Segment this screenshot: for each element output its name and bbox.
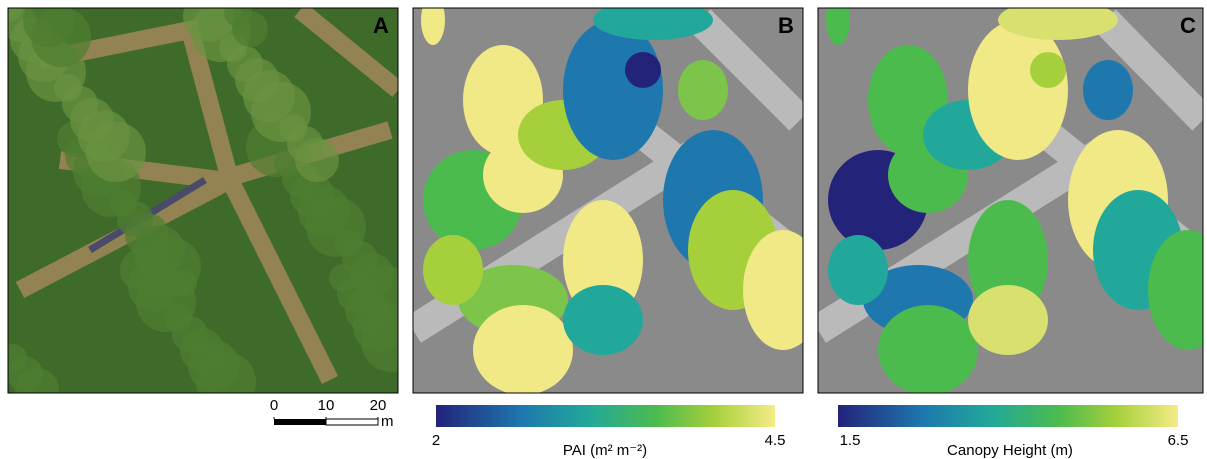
colorbar	[838, 405, 1178, 427]
panel-a-image	[8, 8, 398, 393]
crown	[743, 230, 803, 350]
tree-crown	[15, 368, 59, 393]
crown	[1030, 52, 1066, 88]
tree-crown	[232, 11, 268, 47]
panel-label: C	[1180, 13, 1196, 38]
tree-crown	[295, 138, 339, 182]
colorbar-max: 6.5	[1168, 432, 1189, 449]
crown	[968, 20, 1068, 160]
colorbar-min: 1.5	[840, 432, 861, 449]
scale-tick-label: 20	[370, 397, 387, 414]
crown	[1148, 230, 1203, 350]
panel-b-map	[413, 8, 803, 393]
crown	[828, 235, 888, 305]
panel-frame	[817, 7, 1204, 394]
panel-label: B	[778, 13, 794, 38]
panel-label: A	[373, 13, 389, 38]
crown	[1083, 60, 1133, 120]
scale-unit: m	[381, 413, 394, 430]
panel-c-map	[818, 8, 1203, 393]
colorbar-label: Canopy Height (m)	[947, 442, 1073, 459]
crown	[563, 20, 663, 160]
colorbar-max: 4.5	[765, 432, 786, 449]
tree-crown	[169, 269, 197, 297]
crown	[625, 52, 661, 88]
crown	[563, 285, 643, 355]
colorbar-min: 2	[432, 432, 440, 449]
crown	[421, 8, 445, 45]
colorbar-label: PAI (m² m⁻²)	[563, 442, 647, 459]
crown	[473, 305, 573, 393]
crown	[968, 285, 1048, 355]
panel-frame	[412, 7, 804, 394]
crown	[878, 305, 978, 393]
crown	[998, 8, 1118, 40]
scale-tick-label: 0	[270, 397, 278, 414]
scale-bar-segment	[325, 418, 379, 426]
tree-crown	[86, 122, 146, 182]
tree-crown	[358, 265, 398, 317]
tree-crown	[31, 8, 91, 67]
scale-bar-segment	[274, 419, 326, 425]
colorbar	[436, 405, 775, 427]
crown	[593, 8, 713, 40]
crown	[423, 235, 483, 305]
crown	[826, 8, 850, 45]
tree-crown	[361, 312, 398, 372]
crown	[678, 60, 728, 120]
tree-crown	[196, 352, 256, 393]
scale-tick-label: 10	[318, 397, 335, 414]
panel-frame	[7, 7, 399, 394]
